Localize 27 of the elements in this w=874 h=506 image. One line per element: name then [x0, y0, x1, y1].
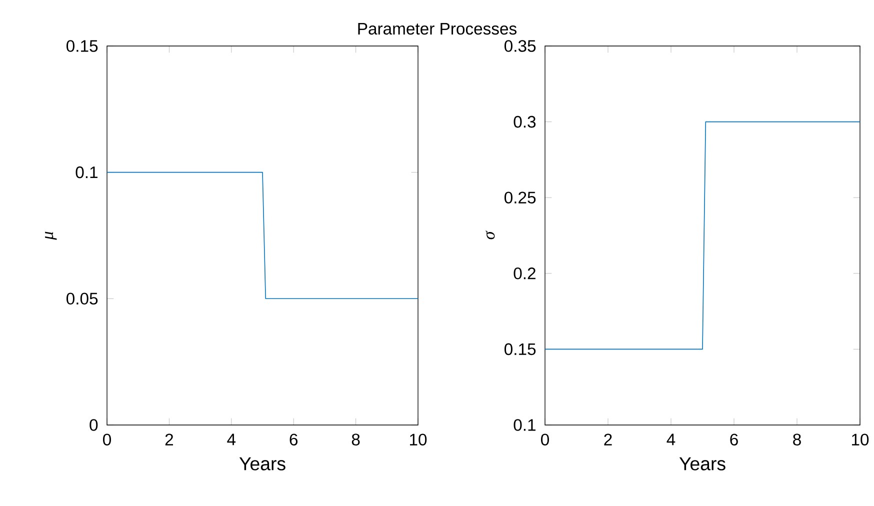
x-tick-label: 8 [793, 434, 801, 446]
y-tick-label: 0.05 [66, 292, 98, 305]
x-tick-label: 10 [410, 434, 427, 446]
x-tick-label: 6 [290, 434, 298, 446]
x-tick-label: 8 [352, 434, 360, 446]
x-tick-label: 6 [730, 434, 738, 446]
x-tick-label: 4 [666, 434, 676, 446]
y-tick-label: 0.15 [66, 40, 98, 52]
x-tick-label: 0 [103, 434, 111, 446]
x-axis-title: Years [239, 457, 286, 470]
y-axis-title: σ [486, 230, 495, 240]
x-tick-label: 4 [227, 434, 236, 446]
y-tick-label: 0.3 [514, 116, 536, 128]
y-tick-label: 0.1 [514, 419, 536, 431]
x-tick-label: 2 [604, 434, 612, 446]
y-tick-label: 0.2 [514, 268, 536, 280]
y-tick-label: 0.35 [504, 40, 536, 52]
x-tick-label: 2 [165, 434, 173, 446]
y-tick-label: 0.15 [504, 343, 536, 356]
y-axis-title: μ [45, 232, 57, 240]
x-tick-label: 10 [852, 434, 869, 446]
x-tick-label: 0 [541, 434, 549, 446]
y-tick-label: 0.25 [504, 192, 536, 204]
y-tick-label: 0.1 [76, 166, 98, 178]
y-tick-label: 0 [90, 419, 98, 431]
x-axis-title: Years [679, 457, 726, 470]
chart-title: Parameter Processes [358, 22, 516, 35]
